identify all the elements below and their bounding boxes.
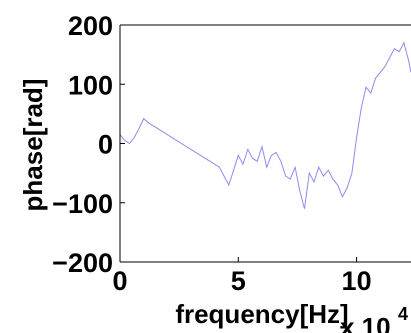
x-axis-label: frequency[Hz] xyxy=(175,299,348,329)
x-tick-label: 0 xyxy=(112,266,127,296)
x-multiplier-base: x 10 xyxy=(340,312,391,333)
y-tick-label: 200 xyxy=(68,11,113,41)
y-tick-label: −200 xyxy=(52,248,113,278)
y-tick-label: 0 xyxy=(98,130,113,160)
x-multiplier-exponent: 4 xyxy=(398,304,408,324)
y-tick-label: −100 xyxy=(52,189,113,219)
x-tick-label: 5 xyxy=(231,266,246,296)
series-line-phase xyxy=(119,41,411,209)
x-tick-label: 10 xyxy=(342,266,372,296)
plot-background xyxy=(120,25,411,262)
y-tick-labels: 200 100 0 −100 −200 xyxy=(52,11,113,278)
x-tick-labels: 0 5 10 xyxy=(112,266,371,296)
y-tick-label: 100 xyxy=(68,70,113,100)
y-axis-label: phase[rad] xyxy=(18,79,48,212)
